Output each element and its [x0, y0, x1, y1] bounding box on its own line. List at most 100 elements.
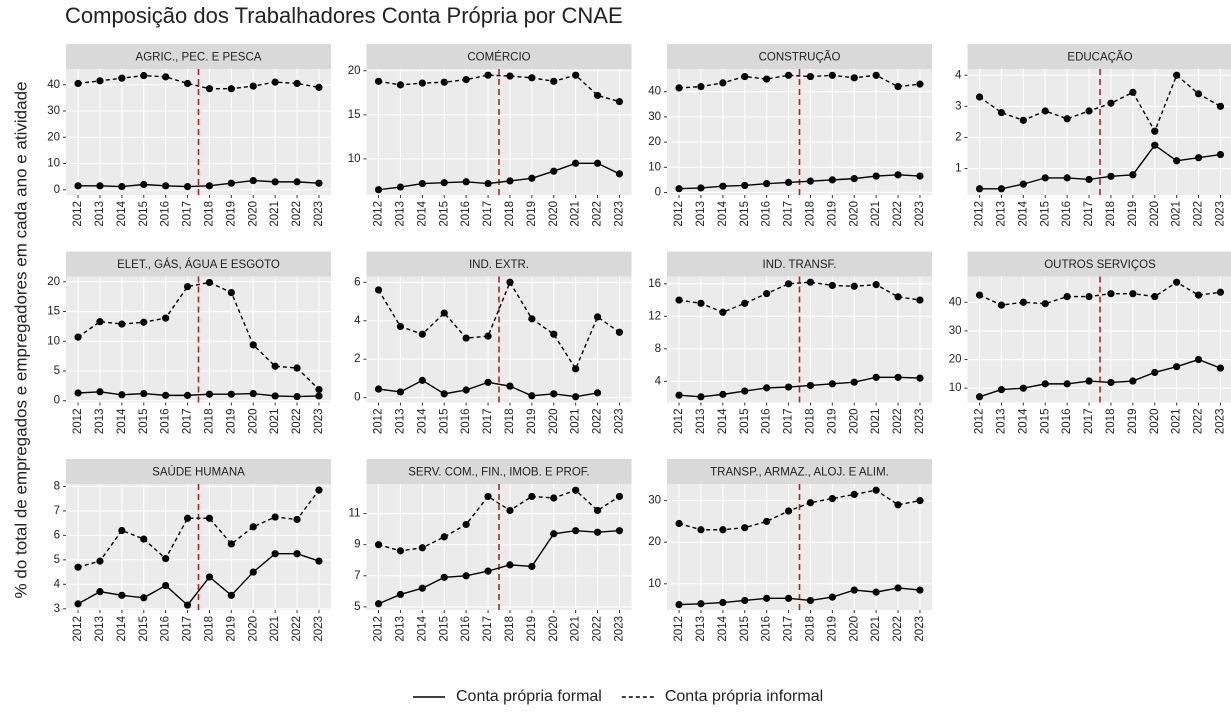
- point: [440, 390, 448, 398]
- point: [528, 174, 536, 182]
- y-tick-label: 4: [955, 69, 962, 81]
- y-tick-label: 15: [47, 306, 60, 318]
- point: [96, 318, 104, 326]
- point: [74, 79, 82, 88]
- x-tick-label: 2015: [438, 616, 450, 642]
- x-tick-label: 2020: [848, 616, 860, 642]
- point: [484, 71, 492, 79]
- point: [271, 78, 279, 86]
- point: [140, 318, 148, 326]
- point: [1194, 154, 1203, 162]
- x-tick-label: 2013: [695, 201, 707, 227]
- y-tick-label: 40: [47, 79, 60, 91]
- point: [462, 386, 470, 394]
- y-tick-label: 30: [47, 105, 60, 117]
- y-tick-label: 20: [348, 65, 361, 77]
- point: [396, 388, 405, 396]
- point: [1173, 71, 1181, 79]
- point: [719, 182, 727, 190]
- point: [550, 330, 558, 338]
- x-tick-label: 2021: [1171, 201, 1183, 227]
- chart-title: Composição dos Trabalhadores Conta Própr…: [65, 3, 623, 28]
- point: [719, 526, 727, 534]
- point: [1085, 377, 1093, 385]
- y-tick-label: 0: [54, 184, 60, 196]
- strip: [366, 459, 632, 484]
- x-tick-label: 2020: [1149, 201, 1161, 227]
- y-tick-label: 0: [655, 187, 661, 199]
- point: [697, 526, 705, 534]
- point: [74, 600, 82, 608]
- point: [205, 182, 214, 190]
- point: [374, 541, 383, 549]
- y-tick-label: 4: [354, 315, 361, 327]
- point: [418, 376, 426, 384]
- panel-title: OUTROS SERVIÇOS: [1044, 259, 1156, 271]
- x-tick-label: 2019: [225, 409, 237, 435]
- x-tick-label: 2020: [247, 616, 259, 642]
- point: [484, 567, 492, 575]
- point: [850, 490, 858, 498]
- y-tick-label: 10: [348, 153, 361, 165]
- y-tick-label: 20: [47, 276, 60, 288]
- point: [593, 313, 602, 321]
- x-tick-label: 2014: [416, 615, 428, 641]
- point: [315, 83, 323, 91]
- series-line: [377, 280, 620, 371]
- point: [183, 391, 192, 399]
- point: [440, 533, 448, 541]
- point: [806, 177, 815, 185]
- point: [593, 91, 602, 100]
- point: [615, 98, 624, 106]
- point: [1019, 116, 1027, 124]
- point: [850, 378, 858, 386]
- x-tick-label: 2018: [203, 409, 215, 435]
- point: [96, 77, 104, 85]
- point: [894, 501, 902, 509]
- point: [205, 85, 214, 93]
- y-tick-label: 10: [47, 335, 60, 347]
- point: [1063, 292, 1071, 301]
- strip: [66, 251, 331, 277]
- y-tick-label: 40: [949, 296, 962, 308]
- point: [315, 557, 323, 565]
- point: [183, 283, 192, 291]
- x-tick-label: 2017: [482, 408, 494, 434]
- point: [118, 591, 126, 599]
- point: [1151, 292, 1159, 301]
- point: [118, 526, 126, 535]
- x-tick-label: 2019: [826, 409, 838, 435]
- point: [1151, 368, 1159, 377]
- x-tick-label: 2017: [783, 409, 795, 435]
- x-tick-label: 2021: [570, 616, 582, 642]
- x-tick-label: 2015: [438, 409, 450, 435]
- point: [462, 334, 470, 342]
- point: [916, 497, 924, 505]
- point: [828, 176, 836, 184]
- y-tick-label: 5: [54, 365, 60, 377]
- x-tick-label: 2022: [592, 616, 604, 642]
- x-tick-label: 2016: [460, 201, 472, 227]
- point: [719, 308, 727, 316]
- x-tick-label: 2021: [1171, 409, 1183, 435]
- legend-label: Conta própria formal: [456, 688, 602, 705]
- point: [227, 179, 235, 187]
- point: [894, 171, 902, 179]
- x-tick-label: 2021: [269, 409, 281, 435]
- point: [1019, 180, 1027, 188]
- point: [271, 362, 279, 370]
- x-tick-label: 2014: [416, 200, 428, 226]
- point: [593, 389, 602, 397]
- point: [997, 185, 1006, 193]
- x-tick-label: 2023: [914, 616, 926, 642]
- point: [96, 182, 104, 190]
- y-tick-label: 10: [648, 578, 661, 590]
- point: [975, 393, 984, 401]
- point: [916, 172, 924, 180]
- point: [572, 159, 580, 167]
- y-tick-label: 8: [54, 480, 60, 492]
- point: [74, 182, 82, 190]
- x-tick-label: 2023: [313, 409, 325, 435]
- x-tick-label: 2016: [761, 616, 773, 642]
- point: [872, 373, 880, 381]
